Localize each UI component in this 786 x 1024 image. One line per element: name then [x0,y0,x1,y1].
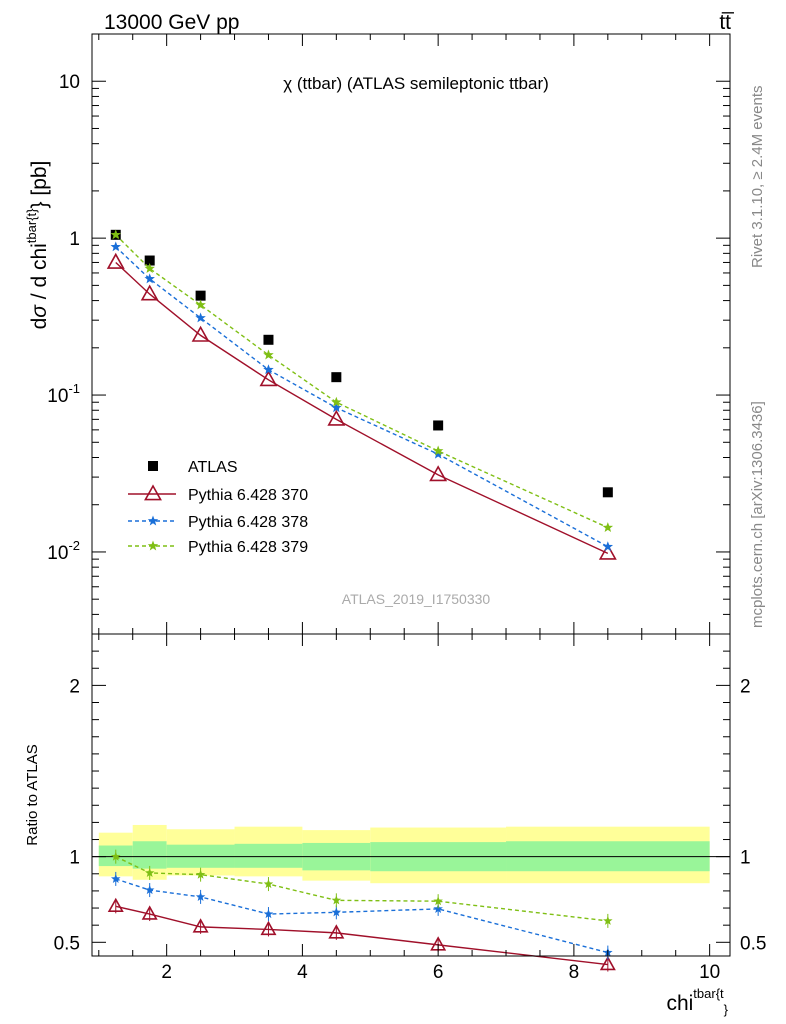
pythia-378-point [144,273,155,284]
legend-label-pythia-379: Pythia 6.428 379 [188,539,308,556]
pythia-370-point [140,284,159,301]
pythia-370-ratio-point [141,905,158,920]
pythia-378-ratio-point [144,885,155,895]
pythia-370-ratio-point [328,924,345,939]
ratio-y-tick-label-right: 0.5 [740,933,766,954]
watermark-label: ATLAS_2019_I1750330 [342,591,491,607]
pythia-378-point [263,364,274,375]
pythia-370-ratio-point [260,920,277,936]
x-tick-label: 8 [569,962,580,983]
pythia-370-line [115,261,609,554]
legend-label-atlas: ATLAS [188,459,238,476]
pythia-378-point [432,448,444,459]
ratio-y-tick-label: 2 [69,676,80,697]
pythia-379-point [263,349,274,360]
pythia-379-point [602,522,614,533]
x-tick-label: 10 [699,962,720,983]
header-process-label: tt̅ [719,11,735,34]
main-y-tick-label: 1 [69,229,80,250]
ratio-y-tick-label: 1 [69,848,80,869]
pythia-378-ratio-point [263,909,274,919]
pythia-379-ratio-point [433,896,443,906]
pythia-379-ratio-point [263,879,274,889]
pythia-378-point [195,312,206,323]
main-y-axis-label: dσ / d chitbar{t}} [pb] [24,161,51,330]
atlas-point [331,372,342,383]
pythia-379-point [110,229,121,240]
legend-label-pythia-378: Pythia 6.428 378 [188,514,308,531]
atlas-point [263,334,274,345]
legend-marker-atlas [148,461,158,471]
legend-marker-pythia-379 [147,540,159,551]
pythia-379-point [432,445,444,456]
main-plot-title: χ (ttbar) (ATLAS semileptonic ttbar) [283,74,549,93]
ratio-y-tick-label: 0.5 [54,933,80,954]
x-tick-label: 6 [433,962,444,983]
pythia-379-ratio-point [331,895,342,905]
pythia-370-ratio-point [599,955,616,971]
main-y-tick-label: 10-1 [47,381,80,407]
pythia-379-ratio-point [144,867,155,877]
pythia-379-point [195,299,206,310]
atlas-point [433,420,444,431]
pythia-379-point [144,263,155,273]
main-y-tick-label: 10-2 [47,538,80,564]
pythia-378-ratio-point [433,903,443,913]
pythia-378-point [331,402,342,413]
pythia-370-ratio-point [192,918,209,933]
atlas-point [602,487,613,498]
x-tick-label: 2 [161,962,172,983]
ratio-y-tick-label-right: 2 [740,676,751,697]
pythia-379-ratio-point [603,915,613,925]
x-tick-label: 4 [297,962,308,983]
pythia-370-point [327,409,346,426]
atlas-point [144,255,155,266]
main-plot-panel: χ (ttbar) (ATLAS semileptonic ttbar) ATL… [47,33,731,635]
pythia-379-point [331,396,342,407]
pythia-379-ratio-point [111,851,121,861]
ratio-plot-frame [91,633,731,957]
pythia-379-ratio-point [195,869,206,879]
ratio-band-inner [234,843,303,868]
ratio-band-inner [132,841,167,869]
ratio-plot-panel: 2 4 6 8 10 0.5 0.5 1 1 2 2 [54,633,766,983]
pythia-370-point [429,465,448,482]
rivet-version-label: Rivet 3.1.10, ≥ 2.4M events [749,86,766,269]
pythia-370-point [191,325,210,342]
pythia-378-ratio-point [331,907,342,917]
legend-marker-pythia-378 [147,515,159,526]
main-y-tick-label: 10 [59,72,80,93]
ratio-y-tick-label-right: 1 [740,848,751,869]
pythia-378-ratio-point [111,873,121,883]
ratio-y-axis-label: Ratio to ATLAS [24,744,41,845]
pythia-370-ratio-point [107,897,124,913]
pythia-370-point [598,543,617,560]
header-energy-label: 13000 GeV pp [104,11,239,34]
legend: ATLAS Pythia 6.428 370 Pythia 6.428 378 Pyt… [128,459,308,556]
pythia-370-point [106,252,125,269]
pythia-378-point [602,541,614,552]
atlas-point [195,290,206,301]
legend-label-pythia-370: Pythia 6.428 370 [188,487,308,504]
pythia-370-point [259,370,278,387]
legend-marker-pythia-370 [144,484,162,501]
svg-text:dσ / d chitbar{t}} [pb]: dσ / d chitbar{t}} [pb] [24,161,51,330]
mcplots-label: mcplots.cern.ch [arXiv:1306.3436] [749,401,766,628]
pythia-378-ratio-point [195,891,206,901]
pythia-378-point [110,241,121,252]
